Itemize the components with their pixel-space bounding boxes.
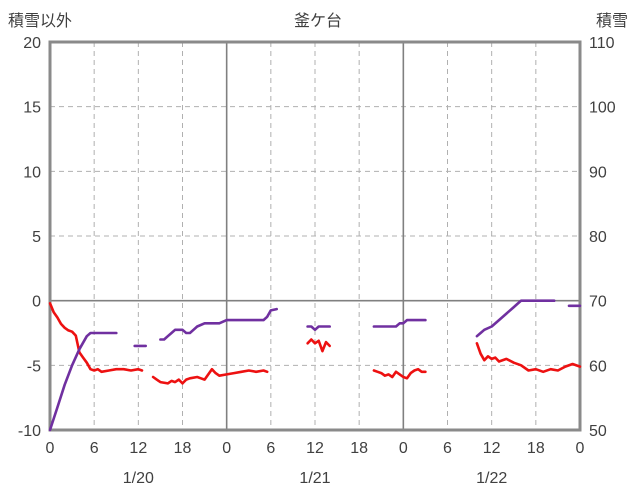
right-axis-tick-label: 50 xyxy=(589,423,607,440)
x-axis-date-label: 1/20 xyxy=(123,470,154,487)
x-axis-hour-label: 18 xyxy=(527,440,545,457)
x-axis-date-label: 1/21 xyxy=(299,470,330,487)
right-axis-tick-label: 100 xyxy=(589,100,616,117)
right-axis-tick-label: 60 xyxy=(589,358,607,375)
x-axis-hour-label: 0 xyxy=(399,440,408,457)
series-line-other-than-snow xyxy=(151,367,269,385)
x-axis-hour-label: 18 xyxy=(350,440,368,457)
left-axis-tick-label: 5 xyxy=(32,229,41,246)
left-axis-tick-label: 15 xyxy=(23,100,41,117)
x-axis-hour-label: 18 xyxy=(174,440,192,457)
series-line-snow-depth xyxy=(372,318,427,328)
right-axis-tick-label: 110 xyxy=(589,35,615,52)
right-axis-tick-label: 70 xyxy=(589,294,607,311)
x-axis-hour-label: 0 xyxy=(576,440,585,457)
series-line-snow-depth xyxy=(48,331,118,432)
series-line-other-than-snow xyxy=(372,367,427,380)
series-line-snow-depth xyxy=(159,307,279,341)
left-axis-tick-label: -10 xyxy=(18,423,41,440)
series-line-snow-depth xyxy=(306,325,332,332)
x-axis-hour-label: 12 xyxy=(306,440,324,457)
left-axis-tick-label: -5 xyxy=(27,358,41,375)
series-line-other-than-snow xyxy=(475,341,582,374)
x-axis-hour-label: 6 xyxy=(90,440,99,457)
series-line-other-than-snow xyxy=(48,301,144,374)
x-axis-hour-label: 12 xyxy=(483,440,501,457)
x-axis-date-label: 1/22 xyxy=(476,470,507,487)
x-axis-hour-label: 0 xyxy=(222,440,231,457)
plot-border xyxy=(48,40,582,432)
x-axis-hour-label: 6 xyxy=(266,440,275,457)
left-axis-tick-label: 10 xyxy=(23,164,41,181)
right-axis-tick-label: 80 xyxy=(589,229,607,246)
left-axis-title: 積雪以外 xyxy=(8,13,73,30)
left-axis-tick-label: 0 xyxy=(32,294,41,311)
x-axis-hour-label: 0 xyxy=(46,440,55,457)
right-axis-tick-label: 90 xyxy=(589,164,607,181)
series-line-other-than-snow xyxy=(306,338,332,353)
right-axis-title: 積雪 xyxy=(595,13,628,30)
series-line-snow-depth xyxy=(475,299,556,338)
x-axis-hour-label: 6 xyxy=(443,440,452,457)
x-axis-hour-label: 12 xyxy=(129,440,147,457)
left-axis-tick-label: 20 xyxy=(23,35,41,52)
